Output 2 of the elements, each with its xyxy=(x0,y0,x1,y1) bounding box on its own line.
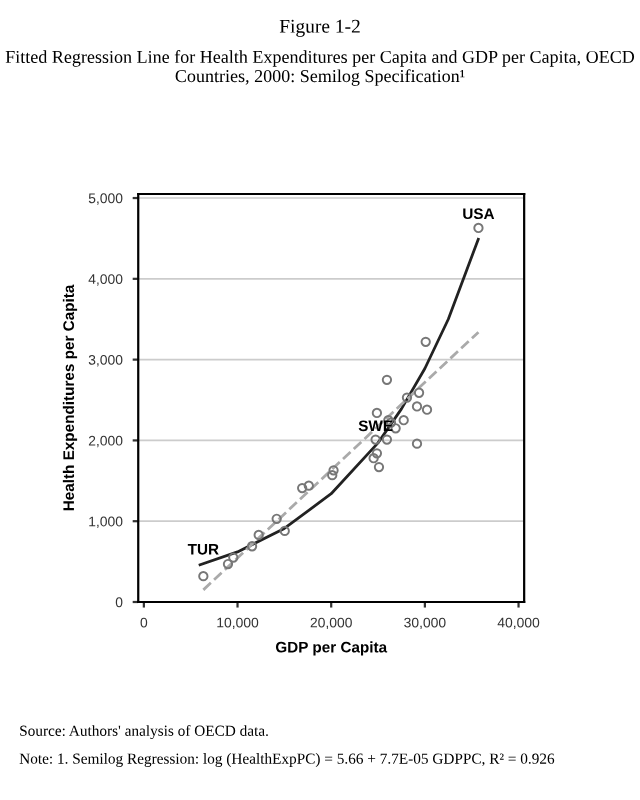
chart-subtitle: Fitted Regression Line for Health Expenditures per Capita and GDP per Capita, OECD Countries, 2000: Semilog Specification¹ xyxy=(5,50,635,86)
chart-title: Figure 1-2 xyxy=(279,19,360,37)
